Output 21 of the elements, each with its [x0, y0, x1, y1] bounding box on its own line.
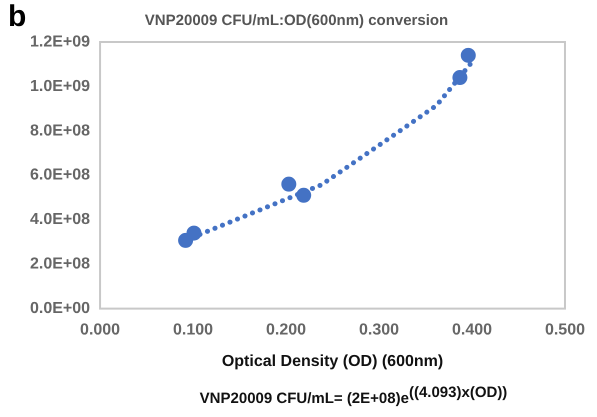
x-tick-label: 0.200	[266, 322, 306, 339]
y-tick-label: 2.0E+08	[30, 256, 90, 273]
point	[281, 176, 296, 192]
x-tick-label: 0.400	[452, 322, 492, 339]
text: b	[8, 0, 26, 34]
y-tick-label: 8.0E+08	[30, 122, 90, 140]
y-tick-label: 6.0E+08	[30, 166, 90, 184]
x-tick-label: 0.100	[173, 322, 214, 339]
y-tick-label: 4.0E+08	[30, 211, 90, 228]
point	[452, 70, 468, 86]
chart-title: VNP20009 CFU/mL:OD(600nm) conversion	[144, 12, 448, 30]
y-tick-label: 0.0E+00	[30, 300, 90, 318]
point	[460, 48, 476, 63]
point	[186, 226, 202, 241]
x-axis-title: Optical Density (OD) (600nm)	[222, 352, 444, 370]
x-tick-label: 0.500	[544, 322, 586, 339]
x-tick-label: 0.300	[358, 322, 400, 339]
y-tick-label: 1.2E+09	[30, 33, 90, 50]
y-tick-label: 1.0E+09	[30, 78, 90, 95]
x-tick-label: 0.000	[80, 322, 120, 339]
point	[296, 188, 312, 203]
